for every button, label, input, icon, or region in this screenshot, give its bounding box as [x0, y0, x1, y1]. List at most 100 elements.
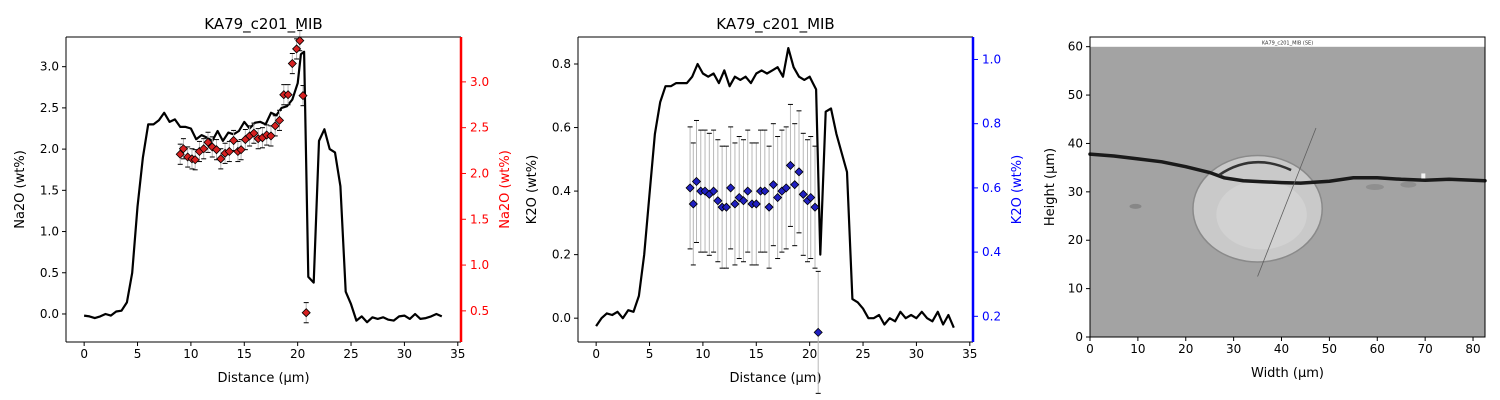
data-point [751, 199, 761, 209]
data-point [175, 149, 185, 159]
x-tick-label: 30 [397, 347, 412, 361]
x-axis-label: Distance (µm) [729, 371, 821, 386]
chart-title: KA79_c201_MIB [716, 15, 834, 34]
data-point [798, 189, 808, 199]
data-point [283, 90, 293, 100]
chart-1: 0 5 10 15 20 25 30 35 0.0 0.5 1.0 1.5 2.0 2.5 3.0 0.5 1.… [13, 15, 513, 386]
x-tick-label: 40 [1274, 342, 1289, 356]
y-tick-label: 3.0 [40, 60, 59, 74]
data-point [199, 144, 209, 154]
data-point [190, 155, 200, 165]
data-point [764, 202, 774, 212]
data-point [790, 180, 800, 190]
y-tick-label: 0.6 [552, 121, 571, 135]
y-tick-label: 1.0 [40, 225, 59, 239]
profile-line [83, 50, 443, 324]
data-point [203, 137, 213, 147]
right-y-tick-label: 0.6 [982, 181, 1001, 195]
data-point [270, 121, 280, 131]
right-y-tick-label: 2.5 [470, 121, 489, 135]
data-point [738, 196, 749, 206]
data-point [813, 327, 823, 337]
chart-2: 0 5 10 15 20 25 30 35 0.0 0.2 0.4 0.6 0.8 0.2 0.4 0.6 0.… [525, 15, 1025, 394]
data-point [806, 192, 816, 203]
data-point [721, 202, 731, 212]
inclusion-rim [1218, 160, 1292, 176]
data-point [760, 186, 770, 196]
x-tick-label: 0 [80, 347, 88, 361]
data-point [743, 186, 753, 196]
x-tick-label: 15 [749, 347, 764, 361]
x-tick-label: 50 [1322, 342, 1337, 356]
x-axis-label: Width (µm) [1251, 366, 1324, 381]
y-tick-label: 30 [1068, 185, 1083, 199]
x-tick-label: 25 [343, 347, 358, 361]
data-point [216, 154, 226, 164]
data-point [713, 196, 723, 206]
y-tick-label: 0.0 [40, 307, 59, 321]
data-point [794, 167, 804, 177]
surface-spot [1365, 184, 1384, 190]
right-y-tick-label: 1.0 [982, 52, 1001, 66]
y-tick-label: 0.8 [552, 57, 571, 71]
x-tick-label: 5 [134, 347, 142, 361]
data-point [274, 115, 285, 125]
x-tick-label: 0 [1086, 342, 1094, 356]
right-y-tick-label: 2.0 [470, 166, 489, 180]
right-y-tick-label: 3.0 [470, 75, 489, 89]
right-y-tick-label: 0.2 [982, 309, 1001, 323]
y-axis-label: Na2O (wt%) [13, 150, 28, 229]
x-tick-label: 10 [183, 347, 198, 361]
data-point [236, 145, 246, 155]
image-caption: KA79_c201_MIB (SE) [1262, 41, 1313, 47]
x-tick-label: 35 [450, 347, 465, 361]
x-tick-label: 20 [1178, 342, 1193, 356]
data-point [685, 183, 695, 193]
profile-line [595, 47, 955, 329]
data-point [224, 146, 234, 157]
sem-image-panel: KA79_c201_MIB (SE) 0 10 20 30 40 50 60 70 80 0 10 20… [1043, 36, 1487, 381]
data-point [691, 176, 702, 187]
y-tick-label: 0.5 [40, 266, 59, 280]
data-point [709, 186, 719, 196]
y-tick-label: 40 [1068, 136, 1083, 150]
x-tick-label: 10 [1130, 342, 1145, 356]
y-tick-label: 50 [1068, 88, 1083, 102]
y-tick-label: 0 [1075, 330, 1083, 344]
x-tick-label: 60 [1370, 342, 1385, 356]
data-point [301, 308, 311, 318]
data-point [178, 144, 188, 154]
transect-line [1257, 127, 1317, 277]
x-tick-label: 25 [855, 347, 870, 361]
y-tick-label: 0.0 [552, 311, 571, 325]
right-y-tick-label: 0.4 [982, 245, 1001, 259]
data-point [287, 58, 297, 69]
surface-spot [1129, 203, 1142, 209]
x-tick-label: 30 [1226, 342, 1241, 356]
data-point [768, 180, 778, 190]
x-tick-label: 30 [909, 347, 924, 361]
y-tick-label: 0.4 [552, 184, 571, 198]
crack-line [1088, 152, 1487, 185]
y-tick-label: 0.2 [552, 248, 571, 262]
data-point [292, 44, 302, 54]
right-y-tick-label: 0.8 [982, 117, 1001, 131]
y-tick-label: 1.5 [40, 183, 59, 197]
y-tick-label: 2.0 [40, 142, 59, 156]
x-tick-label: 15 [237, 347, 252, 361]
data-point [229, 135, 239, 146]
y-axis-label: Height (µm) [1043, 148, 1058, 226]
y-tick-label: 10 [1068, 282, 1083, 296]
y-tick-label: 60 [1068, 40, 1083, 54]
x-tick-label: 70 [1418, 342, 1433, 356]
x-tick-label: 0 [592, 347, 600, 361]
data-point [249, 128, 259, 138]
right-y-axis-label: Na2O (wt%) [498, 150, 513, 229]
data-point [211, 145, 222, 155]
x-tick-label: 35 [962, 347, 977, 361]
x-tick-label: 20 [802, 347, 817, 361]
right-y-tick-label: 0.5 [470, 304, 489, 318]
y-tick-label: 20 [1068, 233, 1083, 247]
data-point [730, 199, 740, 209]
